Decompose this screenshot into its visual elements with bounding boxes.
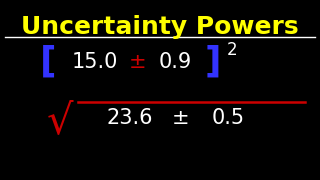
Text: 0.5: 0.5	[212, 108, 244, 128]
Text: Uncertainty Powers: Uncertainty Powers	[21, 15, 299, 39]
Text: 15.0: 15.0	[72, 52, 118, 72]
Text: 2: 2	[227, 41, 237, 59]
Text: ±: ±	[129, 52, 147, 72]
Text: ]: ]	[205, 45, 221, 79]
Text: [: [	[40, 45, 56, 79]
Text: 0.9: 0.9	[158, 52, 192, 72]
Text: ±: ±	[172, 108, 190, 128]
Text: 23.6: 23.6	[107, 108, 153, 128]
Text: √: √	[47, 100, 73, 142]
